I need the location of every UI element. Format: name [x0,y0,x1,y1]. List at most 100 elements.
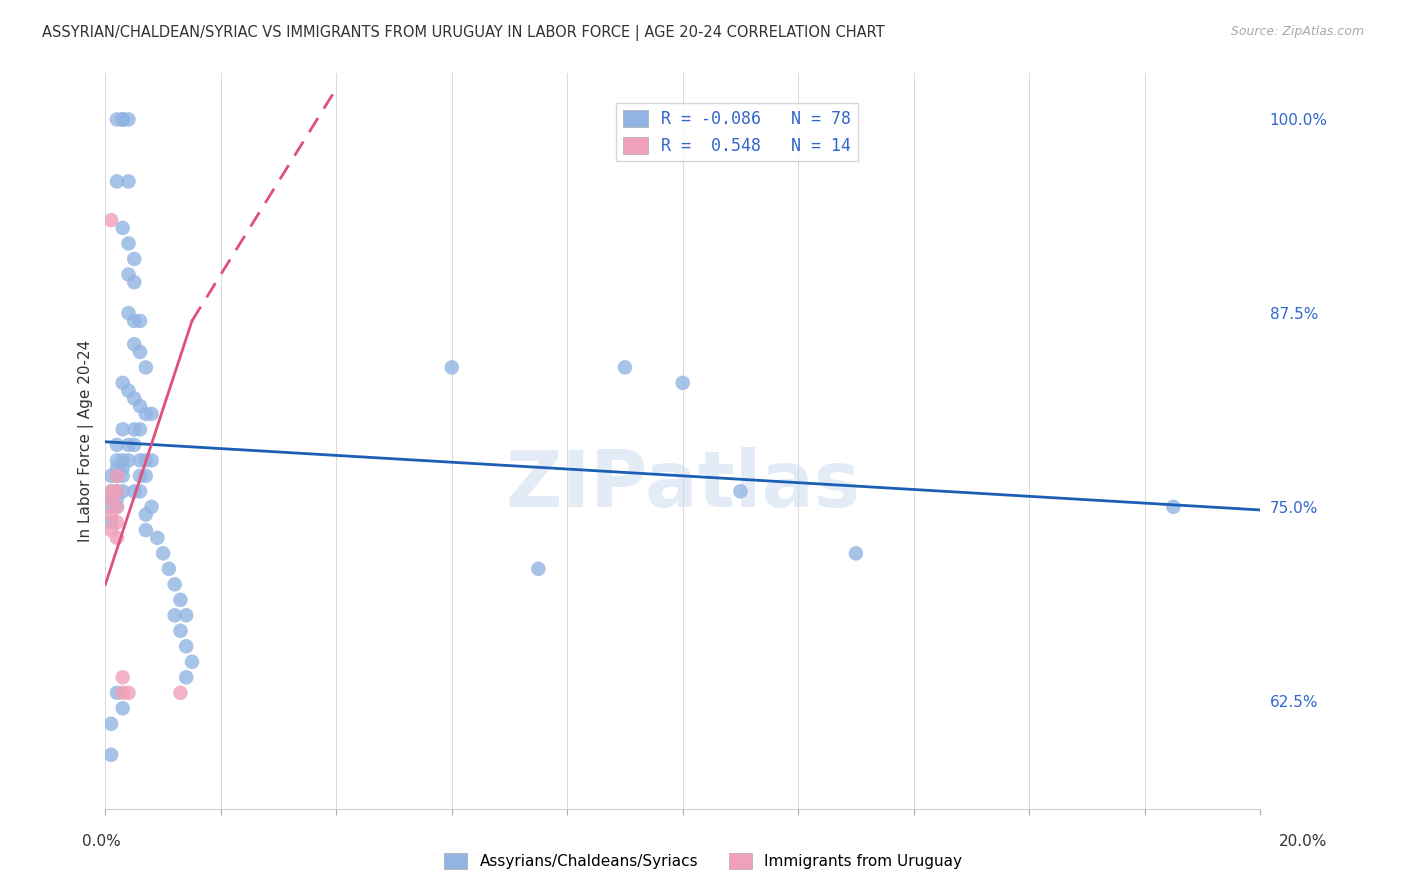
Point [105,686,128,700]
Point [105,438,128,452]
Text: Source: ZipAtlas.com: Source: ZipAtlas.com [1230,25,1364,38]
Point [141,453,163,467]
Point [100,500,122,514]
Point [105,468,128,483]
Point [105,500,128,514]
Point [135,468,157,483]
Point [111,112,134,127]
Point [105,484,128,499]
Point [440,360,463,375]
Point [100,492,122,507]
Point [174,608,197,623]
Legend: Assyrians/Chaldeans/Syriacs, Immigrants from Uruguay: Assyrians/Chaldeans/Syriacs, Immigrants … [439,847,967,875]
Point [100,468,122,483]
Point [122,392,145,406]
Point [117,384,139,398]
Point [105,174,128,188]
Point [169,624,191,638]
Point [100,508,122,522]
Point [527,562,550,576]
Point [129,314,152,328]
Point [100,516,122,530]
Point [141,500,163,514]
Point [122,438,145,452]
Point [105,484,128,499]
Point [135,508,157,522]
Text: 20.0%: 20.0% [1279,834,1327,849]
Point [122,422,145,436]
Point [129,399,152,413]
Point [135,523,157,537]
Point [105,453,128,467]
Point [111,453,134,467]
Point [672,376,695,390]
Point [845,546,868,560]
Point [117,438,139,452]
Point [613,360,636,375]
Legend: R = -0.086   N = 78, R =  0.548   N = 14: R = -0.086 N = 78, R = 0.548 N = 14 [616,103,858,161]
Point [100,484,122,499]
Point [129,422,152,436]
Point [181,655,204,669]
Point [141,407,163,421]
Point [111,221,134,235]
Point [122,484,145,499]
Point [105,461,128,475]
Point [117,268,139,282]
Point [135,453,157,467]
Point [129,484,152,499]
Point [117,236,139,251]
Point [100,213,122,227]
Point [135,360,157,375]
Point [111,376,134,390]
Point [152,546,174,560]
Point [105,468,128,483]
Point [163,608,186,623]
Point [146,531,169,545]
Y-axis label: In Labor Force | Age 20-24: In Labor Force | Age 20-24 [79,340,94,542]
Point [129,468,152,483]
Point [157,562,180,576]
Point [111,484,134,499]
Point [111,670,134,684]
Point [129,345,152,359]
Point [100,747,122,762]
Point [105,516,128,530]
Point [117,686,139,700]
Point [117,306,139,320]
Point [174,640,197,654]
Point [174,670,197,684]
Point [122,337,145,351]
Point [105,500,128,514]
Point [111,461,134,475]
Point [111,112,134,127]
Text: ZIPatlas: ZIPatlas [505,447,860,523]
Point [105,112,128,127]
Point [100,484,122,499]
Point [100,716,122,731]
Point [730,484,752,499]
Point [122,314,145,328]
Point [117,453,139,467]
Point [122,252,145,266]
Point [122,275,145,289]
Point [1163,500,1185,514]
Point [100,523,122,537]
Point [111,112,134,127]
Point [117,174,139,188]
Point [100,492,122,507]
Point [129,453,152,467]
Point [105,531,128,545]
Point [163,577,186,591]
Text: 0.0%: 0.0% [82,834,121,849]
Point [169,592,191,607]
Point [105,492,128,507]
Point [169,686,191,700]
Point [117,112,139,127]
Point [111,686,134,700]
Point [135,407,157,421]
Point [111,468,134,483]
Text: ASSYRIAN/CHALDEAN/SYRIAC VS IMMIGRANTS FROM URUGUAY IN LABOR FORCE | AGE 20-24 C: ASSYRIAN/CHALDEAN/SYRIAC VS IMMIGRANTS F… [42,25,884,41]
Point [111,422,134,436]
Point [111,701,134,715]
